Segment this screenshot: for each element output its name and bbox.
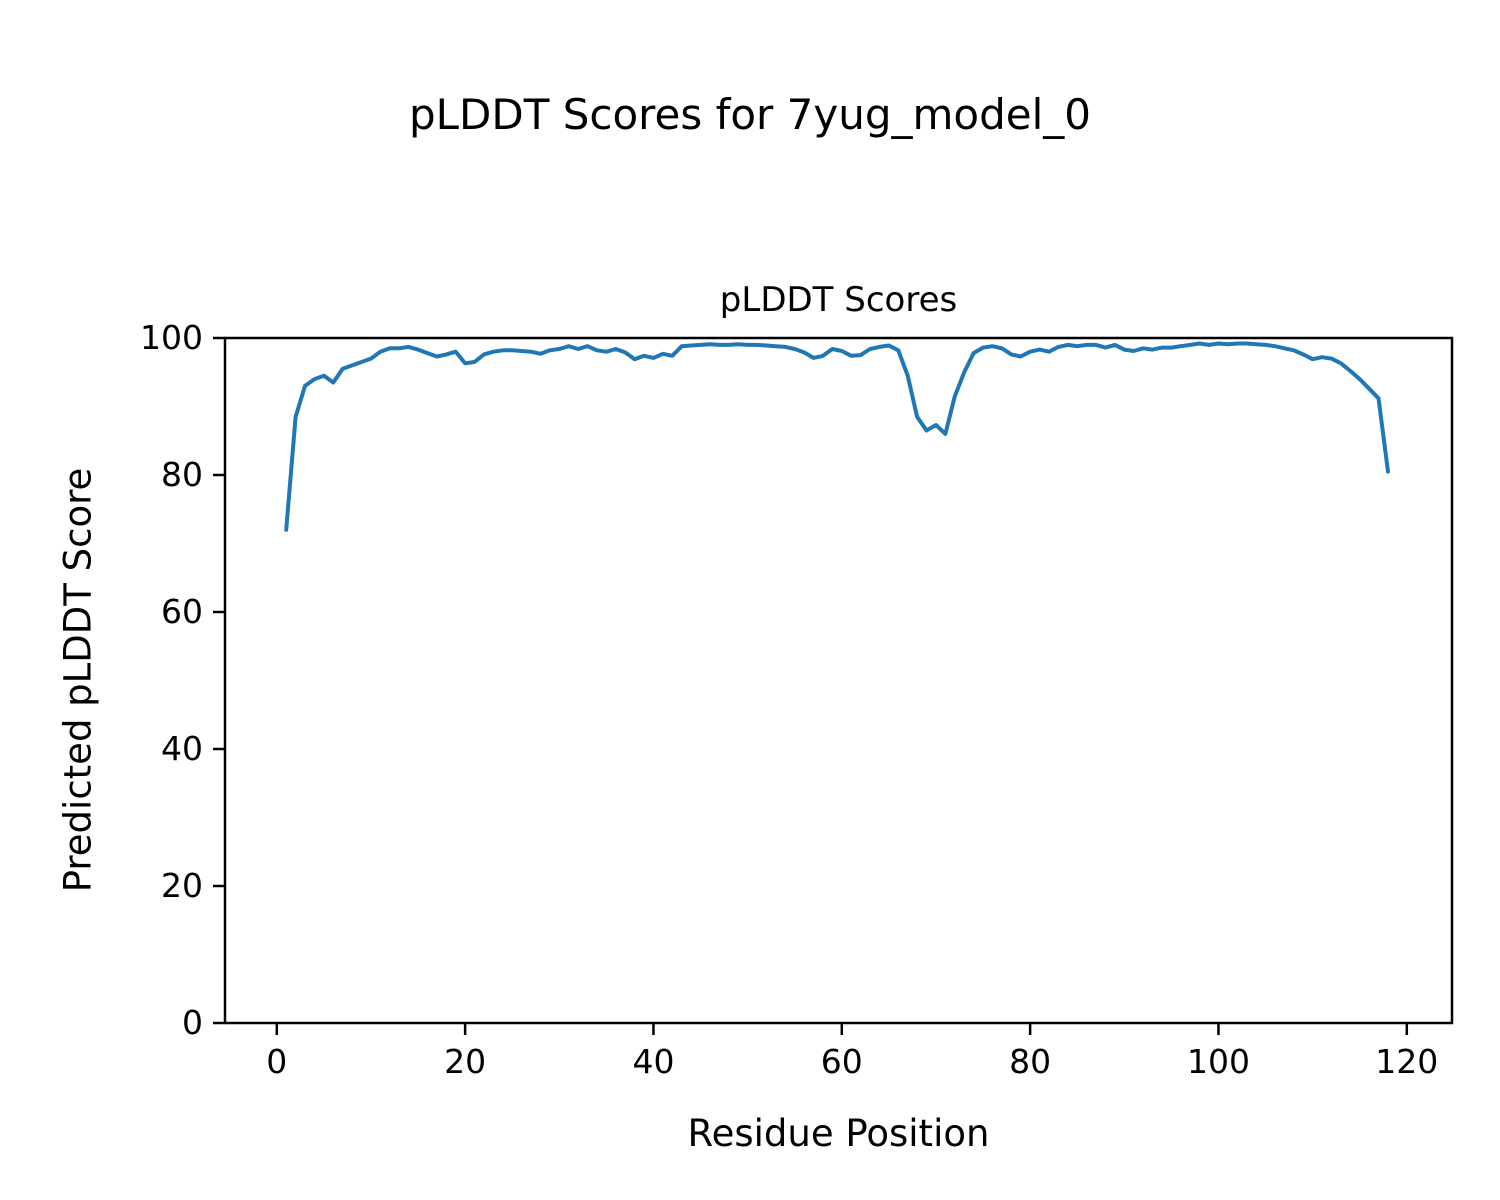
axes-title: pLDDT Scores: [719, 280, 958, 320]
plddt-line: [284, 341, 1390, 532]
figure-title: pLDDT Scores for 7yug_model_0: [408, 90, 1092, 139]
x-tick-label: 60: [821, 1042, 863, 1081]
x-tick-label: 80: [1009, 1042, 1051, 1081]
axes-frame: [223, 336, 1454, 1025]
x-axis-label: Residue Position: [687, 1112, 990, 1155]
x-tick-label: 100: [1187, 1042, 1250, 1081]
y-tick-label: 80: [161, 455, 203, 494]
y-tick-label: 0: [182, 1003, 203, 1042]
x-tick-label: 20: [444, 1042, 486, 1081]
y-tick-label: 20: [161, 866, 203, 905]
y-tick-label: 100: [140, 318, 203, 357]
x-tick-label: 120: [1375, 1042, 1438, 1081]
x-tick-label: 40: [632, 1042, 674, 1081]
y-tick-label: 40: [161, 729, 203, 768]
y-tick-label: 60: [161, 592, 203, 631]
x-tick-label: 0: [266, 1042, 287, 1081]
y-axis-label: Predicted pLDDT Score: [56, 467, 100, 893]
